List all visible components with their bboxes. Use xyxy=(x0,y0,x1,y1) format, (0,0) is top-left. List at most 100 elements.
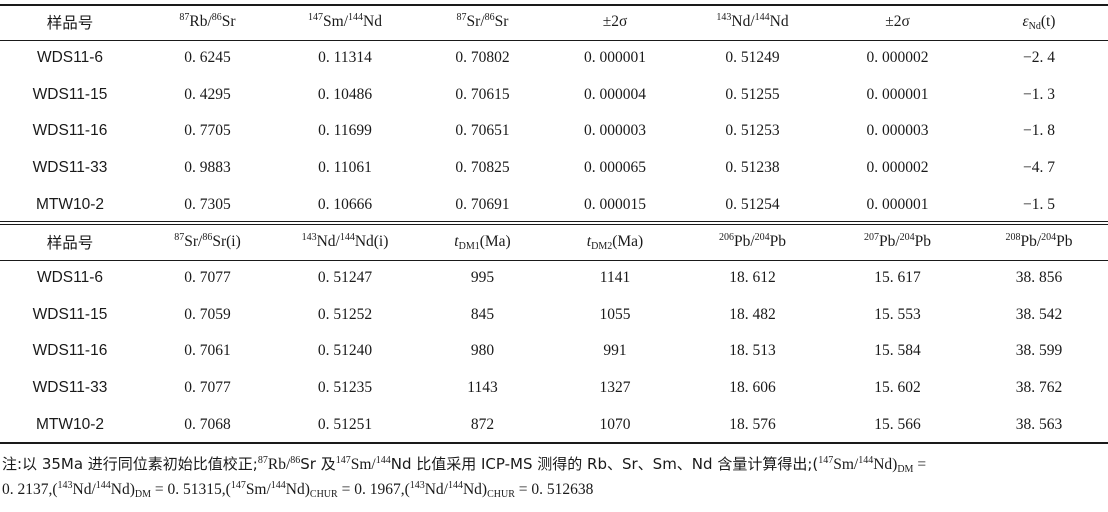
table-2-body: WDS11-6 0. 7077 0. 51247 995 1141 18. 612 15. … xyxy=(0,260,1108,443)
value-cell: 1070 xyxy=(599,415,631,433)
value-cell: 0. 51235 xyxy=(317,379,373,397)
value-cell: 0. 000001 xyxy=(866,85,929,103)
value-cell: 0. 7305 xyxy=(184,195,231,213)
value-cell: 0. 11061 xyxy=(318,159,372,177)
table-row: WDS11-16 0. 7705 0. 11699 0. 70651 0. 000003… xyxy=(0,113,1108,150)
value-cell: 0. 6245 xyxy=(184,49,231,67)
value-cell: 0. 10666 xyxy=(317,195,373,213)
table-row: WDS11-33 0. 9883 0. 11061 0. 70825 0. 000065… xyxy=(0,150,1108,187)
value-cell: 0. 7705 xyxy=(184,122,231,140)
value-cell: 991 xyxy=(603,342,627,360)
value-cell: −1. 5 xyxy=(1023,195,1055,213)
value-cell: 38. 762 xyxy=(1015,379,1063,397)
value-cell: 0. 70615 xyxy=(455,85,510,103)
value-cell: 0. 51238 xyxy=(725,159,780,177)
header-sample-2: 样品号 xyxy=(46,234,94,252)
value-cell: 15. 602 xyxy=(874,379,921,397)
header-pb207-204: 207Pb/204Pb xyxy=(863,232,932,251)
value-cell: 1327 xyxy=(599,379,631,397)
table-2-header: 样品号 87Sr/86Sr(i) 143Nd/144Nd(i) tDM1(Ma)… xyxy=(0,224,1108,260)
value-cell: 0. 4295 xyxy=(184,85,231,103)
double-rule-b xyxy=(0,224,1108,225)
top-rule xyxy=(0,4,1108,6)
value-cell: 38. 542 xyxy=(1015,305,1063,323)
table-row: MTW10-2 0. 7305 0. 10666 0. 70691 0. 000015 0… xyxy=(0,186,1108,223)
table-row: WDS11-33 0. 7077 0. 51235 1143 1327 18. 606 15… xyxy=(0,370,1108,407)
value-cell: 1141 xyxy=(599,269,631,287)
value-cell: 0. 000003 xyxy=(584,122,646,140)
value-cell: 995 xyxy=(470,269,495,287)
value-cell: 0. 7077 xyxy=(184,269,231,287)
sample-id-cell: WDS11-33 xyxy=(32,159,108,177)
header-sample: 样品号 xyxy=(46,14,94,32)
value-cell: 0. 11699 xyxy=(318,122,372,140)
table-row: WDS11-6 0. 6245 0. 11314 0. 70802 0. 000001 0… xyxy=(0,40,1108,77)
header-pb208-204: 208Pb/204Pb xyxy=(1005,232,1073,251)
sample-id-cell: WDS11-6 xyxy=(36,269,104,287)
header-nd-nd: 143Nd/144Nd xyxy=(716,12,789,31)
value-cell: 0. 51255 xyxy=(725,85,780,103)
value-cell: 0. 000002 xyxy=(866,159,929,177)
header-tdm2: tDM2(Ma) xyxy=(586,233,644,252)
value-cell: 0. 70691 xyxy=(455,195,510,213)
sample-id-cell: WDS11-16 xyxy=(32,342,108,360)
header-pb206-204: 206Pb/204Pb xyxy=(718,232,787,251)
header-rule-2 xyxy=(0,260,1108,261)
value-cell: 0. 51249 xyxy=(725,49,780,67)
value-cell: 0. 70825 xyxy=(455,159,510,177)
value-cell: 845 xyxy=(470,305,495,323)
value-cell: 0. 000001 xyxy=(584,49,646,67)
value-cell: 0. 11314 xyxy=(318,49,372,67)
sample-id-cell: WDS11-33 xyxy=(32,379,108,397)
value-cell: 38. 856 xyxy=(1015,269,1063,287)
sample-id-cell: WDS11-15 xyxy=(32,85,108,103)
value-cell: 0. 51247 xyxy=(317,269,373,287)
value-cell: 0. 000015 xyxy=(584,195,646,213)
value-cell: 18. 482 xyxy=(729,305,776,323)
value-cell: 18. 612 xyxy=(729,269,776,287)
value-cell: 0. 51253 xyxy=(725,122,780,140)
sample-id-cell: MTW10-2 xyxy=(35,415,105,433)
table-1-body: WDS11-6 0. 6245 0. 11314 0. 70802 0. 000001 0… xyxy=(0,40,1108,223)
table-row: WDS11-15 0. 4295 0. 10486 0. 70615 0. 000004… xyxy=(0,77,1108,114)
table-1-header: 样品号 87Rb/86Sr 147Sm/144Nd 87Sr/86Sr ±2σ … xyxy=(0,4,1108,40)
value-cell: 0. 9883 xyxy=(184,159,231,177)
header-sm-nd: 147Sm/144Nd xyxy=(308,12,382,31)
value-cell: 38. 563 xyxy=(1015,415,1063,433)
value-cell: −4. 7 xyxy=(1023,159,1055,177)
value-cell: 0. 51240 xyxy=(317,342,373,360)
value-cell: 1143 xyxy=(467,379,498,397)
header-sr-sr: 87Sr/86Sr xyxy=(456,12,509,31)
value-cell: 0. 000001 xyxy=(866,195,929,213)
isotope-table-1: 样品号 87Rb/86Sr 147Sm/144Nd 87Sr/86Sr ±2σ … xyxy=(0,4,1108,223)
header-epsilon-nd: εNd(t) xyxy=(1022,13,1056,32)
value-cell: 1055 xyxy=(599,305,631,323)
isotope-table-2: 样品号 87Sr/86Sr(i) 143Nd/144Nd(i) tDM1(Ma)… xyxy=(0,224,1108,443)
value-cell: 0. 7077 xyxy=(184,379,231,397)
value-cell: 0. 10486 xyxy=(317,85,373,103)
header-nd-initial: 143Nd/144Nd(i) xyxy=(301,232,389,251)
sample-id-cell: MTW10-2 xyxy=(35,195,105,213)
table-footnote: 注:以 35Ma 进行同位素初始比值校正;87Rb/86Sr 及147Sm/14… xyxy=(2,455,927,500)
value-cell: 15. 553 xyxy=(874,305,921,323)
value-cell: 15. 617 xyxy=(874,269,921,287)
value-cell: 0. 70802 xyxy=(455,49,510,67)
table-row: MTW10-2 0. 7068 0. 51251 872 1070 18. 576 15. … xyxy=(0,406,1108,443)
value-cell: −1. 3 xyxy=(1023,85,1055,103)
header-tdm1: tDM1(Ma) xyxy=(454,233,511,252)
table-row: WDS11-16 0. 7061 0. 51240 980 991 18. 513 15. … xyxy=(0,333,1108,370)
value-cell: 0. 000002 xyxy=(866,49,929,67)
value-cell: 0. 7061 xyxy=(184,342,231,360)
value-cell: 18. 576 xyxy=(729,415,776,433)
bottom-rule xyxy=(0,442,1108,444)
value-cell: 38. 599 xyxy=(1015,342,1063,360)
table-row: WDS11-15 0. 7059 0. 51252 845 1055 18. 482 15.… xyxy=(0,297,1108,334)
value-cell: 0. 7068 xyxy=(184,415,231,433)
value-cell: 872 xyxy=(470,415,495,433)
value-cell: 0. 000004 xyxy=(584,85,646,103)
value-cell: 0. 51251 xyxy=(317,415,373,433)
value-cell: 0. 51252 xyxy=(317,305,373,323)
value-cell: 0. 7059 xyxy=(184,305,231,323)
sample-id-cell: WDS11-15 xyxy=(32,305,108,323)
value-cell: 15. 566 xyxy=(874,415,921,433)
